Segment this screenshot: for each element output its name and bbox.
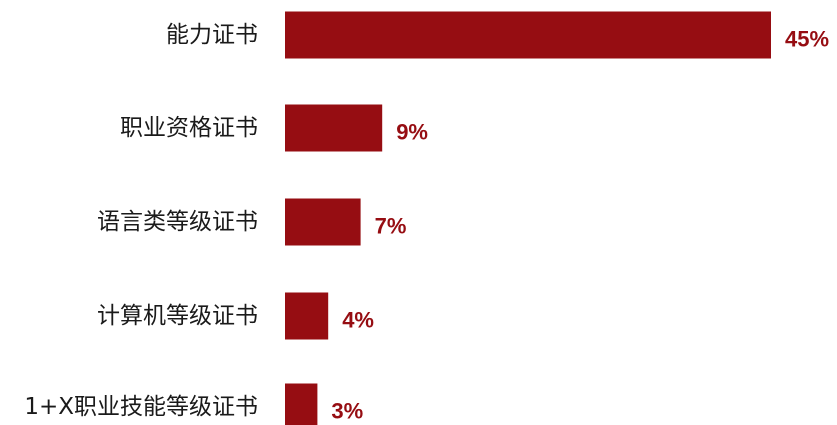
bar-2 xyxy=(285,198,361,246)
value-label-2: 7% xyxy=(375,214,407,239)
value-label-4: 3% xyxy=(331,399,363,424)
category-label-4: 1+X职业技能等级证书 xyxy=(24,394,258,420)
value-label-1: 9% xyxy=(396,120,428,145)
value-label-3: 4% xyxy=(342,308,374,333)
bar-3 xyxy=(285,292,329,340)
bar-0 xyxy=(285,11,771,59)
category-label-3: 计算机等级证书 xyxy=(97,303,258,329)
value-label-0: 45% xyxy=(785,27,829,52)
category-label-1: 职业资格证书 xyxy=(120,115,258,141)
value-labels-group: 45% 9% 7% 4% 3% xyxy=(331,27,829,424)
category-label-0: 能力证书 xyxy=(166,22,258,48)
bar-1 xyxy=(285,104,383,152)
bar-4 xyxy=(285,383,318,425)
bars-group xyxy=(285,11,771,425)
category-label-2: 语言类等级证书 xyxy=(97,209,258,235)
